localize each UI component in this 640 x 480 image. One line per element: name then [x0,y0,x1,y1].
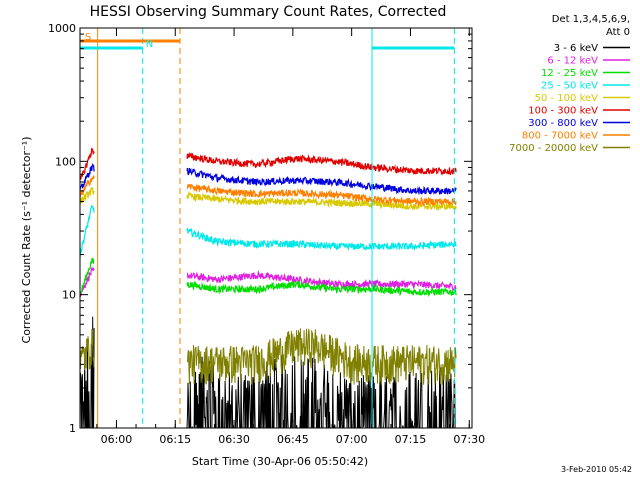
series-7000-20000-kev-segment-1 [186,328,457,385]
series-12-25-kev-segment-1 [186,280,457,298]
y-tick-label-0: 1 [69,422,76,435]
footer-timestamp: 3-Feb-2010 05:42 [561,465,632,474]
legend-label-3-6-kev: 3 - 6 keV [554,43,598,54]
legend-label-7000-20000-kev: 7000 - 20000 keV [509,143,598,154]
series-800-7000-kev-segment-0 [79,175,95,198]
x-tick-label-4: 07:00 [336,433,368,446]
legend-label-800-7000-kev: 800 - 7000 keV [522,131,598,142]
series-300-800-kev-segment-0 [79,162,95,191]
legend-title: Det 1,3,4,5,6,9, [552,14,630,25]
series-800-7000-kev-segment-1 [186,183,457,207]
series-25-50-kev-segment-0 [79,204,95,258]
legend-label-12-25-kev: 12 - 25 keV [541,68,598,79]
legend-subtitle: Att 0 [606,27,630,38]
series-300-800-kev-segment-1 [186,167,457,195]
flag-label-6: N [146,39,153,50]
series-12-25-kev-segment-0 [79,257,95,294]
legend-label-50-100-kev: 50 - 100 keV [535,93,599,104]
axis-layer: 06:00 06:15 06:30 06:45 07:00 07:15 07:30 1 10 10… [48,22,485,446]
x-tick-label-1: 06:15 [159,433,191,446]
y-tick-label-1: 10 [62,289,76,302]
y-tick-label-3: 1000 [48,22,76,35]
series-100-300-kev-segment-1 [186,151,457,176]
x-tick-label-0: 06:00 [101,433,133,446]
x-axis-label: Start Time (30-Apr-06 05:50:42) [192,455,368,468]
y-tick-label-2: 100 [55,155,76,168]
x-tick-label-5: 07:15 [395,433,427,446]
series-7000-20000-kev-segment-0 [80,329,95,371]
legend-label-6-12-kev: 6 - 12 keV [547,56,598,67]
series-50-100-kev-segment-1 [186,190,457,212]
x-tick-label-3: 06:45 [277,433,309,446]
series-50-100-kev-segment-0 [79,186,95,204]
x-tick-label-6: 07:30 [453,433,485,446]
marker-layer: SN [80,28,455,428]
y-axis-label: Corrected Count Rate (s⁻¹ detector⁻¹) [20,137,33,344]
legend: Det 1,3,4,5,6,9, Att 0 3 - 6 keV 6 - 12 k… [509,14,630,154]
series-6-12-kev-segment-0 [79,266,95,298]
series-100-300-kev-segment-0 [79,147,95,180]
legend-label-25-50-kev: 25 - 50 keV [541,81,598,92]
legend-label-100-300-kev: 100 - 300 keV [528,106,598,117]
plot-frame [79,27,473,429]
series-25-50-kev-segment-1 [186,227,457,251]
x-tick-label-2: 06:30 [218,433,250,446]
flag-label-5: S [85,32,91,43]
legend-label-300-800-kev: 300 - 800 keV [528,118,598,129]
chart-title: HESSI Observing Summary Count Rates, Cor… [90,4,447,20]
data-layer [79,147,457,429]
